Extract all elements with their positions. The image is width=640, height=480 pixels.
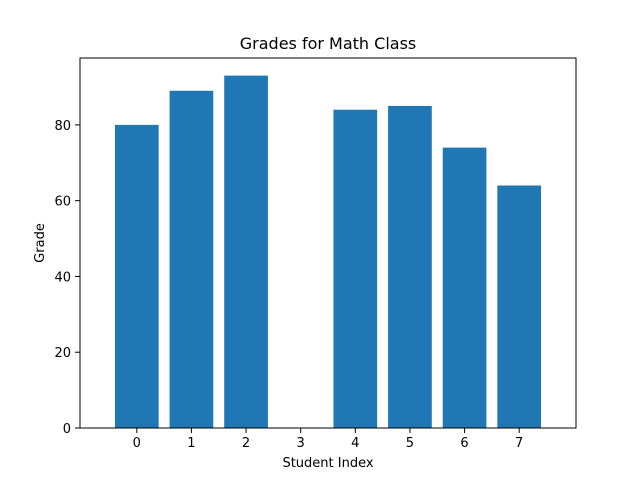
y-tick-label-80: 80 xyxy=(54,119,71,134)
x-tick-label-1: 1 xyxy=(187,436,195,451)
x-ticks-group: 0 1 2 3 4 5 6 7 xyxy=(133,428,523,451)
chart-title: Grades for Math Class xyxy=(240,34,417,53)
x-tick-label-5: 5 xyxy=(406,436,414,451)
bar-0 xyxy=(114,124,159,429)
bar-5 xyxy=(388,105,432,428)
bars-group xyxy=(114,75,542,429)
x-tick-label-2: 2 xyxy=(242,436,250,451)
x-tick-label-3: 3 xyxy=(297,436,305,451)
x-axis-label: Student Index xyxy=(282,456,373,471)
y-ticks-group: 0 20 40 60 80 xyxy=(54,119,80,437)
y-axis-label: Grade xyxy=(33,223,48,263)
bar-7 xyxy=(497,185,542,428)
bar-2 xyxy=(224,75,268,428)
y-tick-label-0: 0 xyxy=(63,422,71,437)
bar-4 xyxy=(333,109,378,428)
x-tick-label-4: 4 xyxy=(351,436,359,451)
y-tick-label-20: 20 xyxy=(54,346,71,361)
y-tick-label-40: 40 xyxy=(54,270,71,285)
x-tick-label-0: 0 xyxy=(133,436,141,451)
y-tick-label-60: 60 xyxy=(54,195,71,210)
x-tick-label-6: 6 xyxy=(460,436,468,451)
x-tick-label-7: 7 xyxy=(515,436,523,451)
plot-area-frame xyxy=(79,57,577,429)
bar-1 xyxy=(169,90,214,429)
bar-6 xyxy=(442,147,487,429)
